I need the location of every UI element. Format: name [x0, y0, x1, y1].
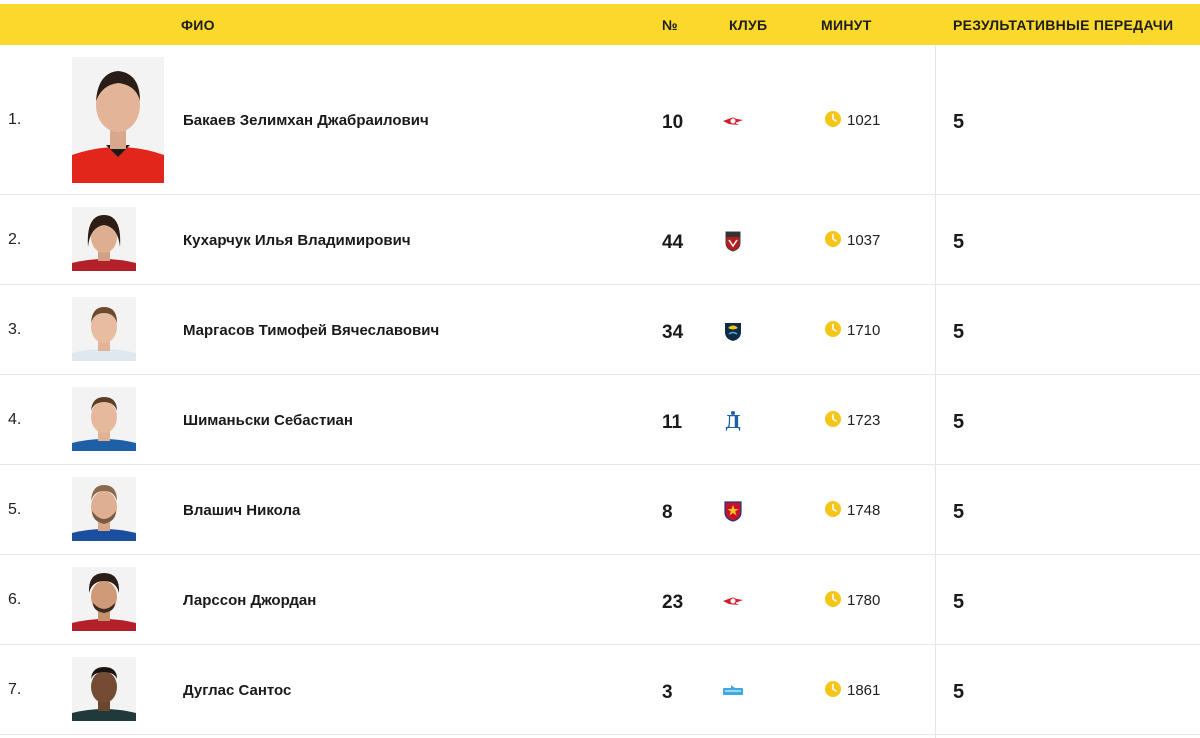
player-number: 23 [662, 592, 684, 613]
column-header-number[interactable]: № [662, 17, 678, 33]
spartak-logo-icon[interactable] [721, 589, 745, 613]
minutes-value: 1861 [847, 682, 881, 699]
cska-logo-icon[interactable] [721, 499, 745, 523]
player-photo[interactable] [72, 207, 136, 271]
player-number: 34 [662, 322, 684, 343]
khimki-logo-icon[interactable] [721, 229, 745, 253]
table-row[interactable]: 1. Бакаев Зелимхан Джабраилович 10 1021 … [0, 45, 1200, 195]
table-row[interactable]: 4. Шиманьски Себастиан 11 Д 1723 5 [0, 375, 1200, 465]
player-number: 8 [662, 502, 673, 523]
minutes-value: 1723 [847, 412, 881, 429]
assists-value: 5 [953, 411, 965, 433]
player-number: 44 [662, 232, 684, 253]
player-name[interactable]: Бакаев Зелимхан Джабраилович [183, 112, 429, 129]
rank: 1. [8, 111, 22, 128]
minutes-value: 1780 [847, 592, 881, 609]
clock-icon [825, 501, 841, 517]
table-header: ФИО № КЛУБ МИНУТ РЕЗУЛЬТАТИВНЫЕ ПЕРЕДАЧИ [0, 4, 1200, 45]
column-header-assists[interactable]: РЕЗУЛЬТАТИВНЫЕ ПЕРЕДАЧИ [953, 17, 1174, 33]
rank: 3. [8, 321, 22, 338]
player-photo[interactable] [72, 297, 136, 361]
assists-value: 5 [953, 231, 965, 253]
player-name[interactable]: Маргасов Тимофей Вячеславович [183, 322, 440, 339]
minutes-value: 1748 [847, 502, 881, 519]
table-row[interactable]: 5. Влашич Никола 8 1748 5 [0, 465, 1200, 555]
rank: 2. [8, 231, 22, 248]
player-name[interactable]: Влашич Никола [183, 502, 301, 519]
table-row[interactable]: 3. Маргасов Тимофей Вячеславович 34 1710… [0, 285, 1200, 375]
table-row[interactable]: 2. Кухарчук Илья Владимирович 44 1037 5 [0, 195, 1200, 285]
column-header-club[interactable]: КЛУБ [729, 17, 768, 33]
column-header-name[interactable]: ФИО [181, 17, 215, 33]
rank: 4. [8, 411, 22, 428]
player-name[interactable]: Дуглас Сантос [183, 682, 292, 699]
clock-icon [825, 591, 841, 607]
svg-text:Д: Д [725, 412, 741, 433]
rank: 7. [8, 681, 22, 698]
minutes-value: 1021 [847, 112, 881, 129]
player-number: 10 [662, 112, 684, 133]
player-number: 11 [662, 412, 683, 433]
dynamo-logo-icon[interactable]: Д [721, 409, 745, 433]
sochi-logo-icon[interactable] [721, 319, 745, 343]
minutes-value: 1037 [847, 232, 881, 249]
player-name[interactable]: Ларссон Джордан [183, 592, 317, 609]
column-divider [935, 45, 936, 738]
player-photo[interactable] [72, 657, 136, 721]
assists-value: 5 [953, 321, 965, 343]
clock-icon [825, 321, 841, 337]
table-row[interactable]: 7. Дуглас Сантос 3 1861 5 [0, 645, 1200, 735]
player-number: 3 [662, 682, 673, 703]
assists-value: 5 [953, 591, 965, 613]
rank: 6. [8, 591, 22, 608]
table-row[interactable]: 6. Ларссон Джордан 23 1780 5 [0, 555, 1200, 645]
clock-icon [825, 231, 841, 247]
assists-value: 5 [953, 681, 965, 703]
column-header-minutes[interactable]: МИНУТ [821, 17, 872, 33]
spartak-logo-icon[interactable] [721, 109, 745, 133]
rank: 5. [8, 501, 22, 518]
assists-value: 5 [953, 111, 965, 133]
player-photo[interactable] [72, 477, 136, 541]
clock-icon [825, 111, 841, 127]
clock-icon [825, 411, 841, 427]
assists-value: 5 [953, 501, 965, 523]
player-name[interactable]: Кухарчук Илья Владимирович [183, 232, 411, 249]
minutes-value: 1710 [847, 322, 881, 339]
clock-icon [825, 681, 841, 697]
player-photo[interactable] [72, 57, 164, 183]
player-photo[interactable] [72, 387, 136, 451]
player-photo[interactable] [72, 567, 136, 631]
zenit-logo-icon[interactable] [721, 679, 745, 703]
player-name[interactable]: Шиманьски Себастиан [183, 412, 353, 429]
